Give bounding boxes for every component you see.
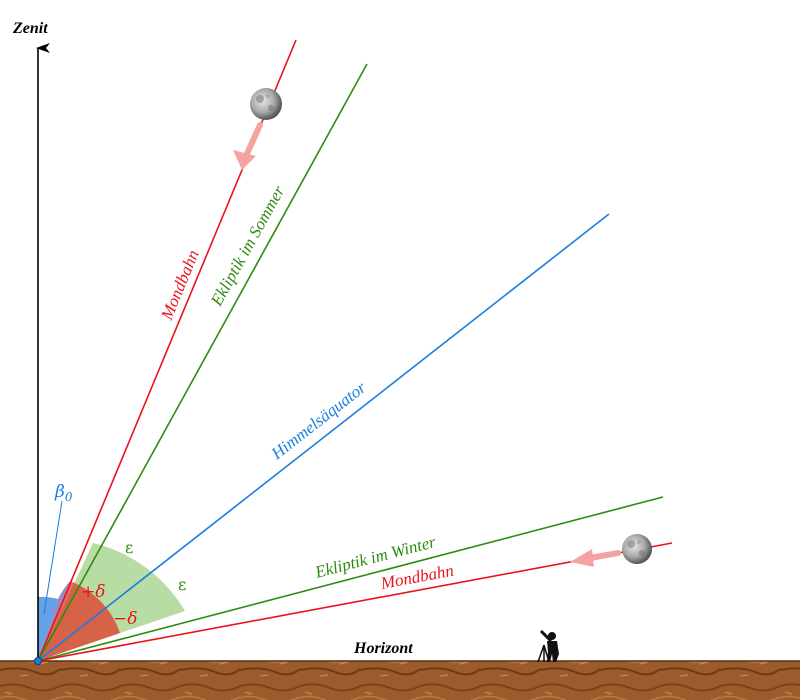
telescope-observer-icon [537, 629, 559, 663]
plus-delta-label: +δ [81, 582, 105, 602]
ecliptic-summer-label: Ekliptik im Sommer [206, 182, 288, 310]
moon-lower-icon [622, 534, 652, 564]
moon-orbit-low-label: Mondbahn [378, 561, 455, 593]
ecliptic-winter-line [37, 496, 664, 662]
beta-pointer [43, 500, 63, 615]
observer-origin-point [34, 657, 42, 665]
celestial-equator-line [37, 213, 610, 662]
epsilon-lower-label: ε [178, 575, 186, 594]
moon-orbit-low-line [37, 542, 673, 662]
minus-delta-label: −δ [113, 609, 137, 629]
epsilon-upper-label: ε [125, 538, 133, 557]
celestial-equator-label: Himmelsäquator [267, 378, 370, 464]
beta-label: β0 [54, 482, 73, 504]
ground [0, 661, 800, 700]
motion-arrow-high [233, 122, 263, 170]
beta-sector [38, 596, 58, 661]
moon-orbit-high-label: Mondbahn [157, 247, 203, 323]
ecliptic-summer-line [37, 63, 368, 662]
delta-sector [38, 581, 120, 661]
moon-upper-icon [250, 88, 282, 120]
horizon-label: Horizont [353, 640, 413, 657]
zenith-label: Zenit [12, 20, 48, 37]
motion-arrow-low [570, 549, 621, 567]
